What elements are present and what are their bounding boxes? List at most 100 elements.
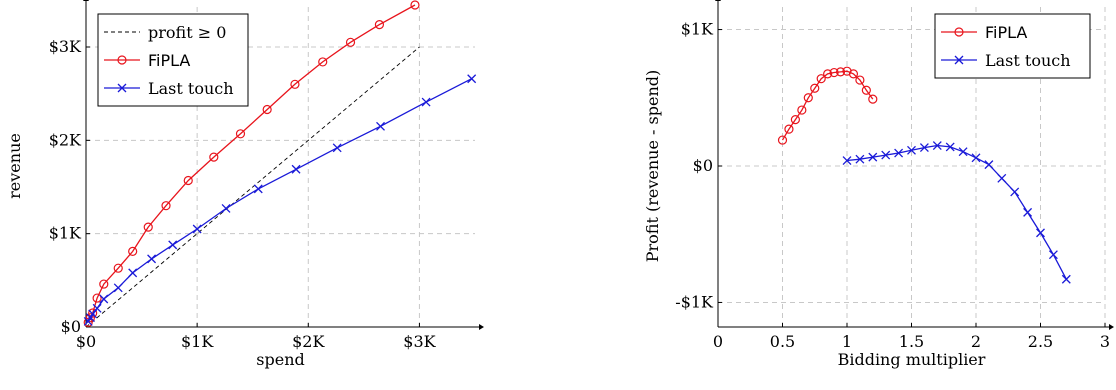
x-axis-arrow bbox=[479, 324, 484, 330]
data-point bbox=[235, 129, 246, 139]
data-point bbox=[291, 164, 301, 174]
data-point bbox=[1023, 207, 1033, 217]
data-point bbox=[835, 67, 846, 77]
series-line bbox=[781, 70, 874, 141]
data-point bbox=[881, 150, 891, 160]
data-point bbox=[376, 121, 385, 131]
data-point bbox=[1036, 228, 1045, 238]
y-tick-label: $0 bbox=[61, 317, 81, 336]
x-tick-label: 0 bbox=[713, 332, 723, 351]
data-point bbox=[1061, 274, 1071, 284]
y-axis-label: Profit (revenue - spend) bbox=[643, 70, 662, 262]
legend-label: FiPLA bbox=[985, 23, 1027, 42]
data-point bbox=[221, 204, 231, 213]
data-point bbox=[421, 97, 431, 107]
data-point bbox=[784, 124, 794, 134]
data-point bbox=[253, 184, 263, 194]
x-tick-label: 3 bbox=[1100, 332, 1110, 351]
data-point bbox=[777, 135, 788, 145]
x-tick-label: 1 bbox=[842, 332, 852, 351]
data-point bbox=[113, 263, 123, 273]
data-point bbox=[797, 105, 807, 115]
series-line bbox=[846, 144, 1067, 280]
legend: profit ≥ 0 FiPLA Last touch bbox=[97, 13, 249, 107]
grid bbox=[718, 5, 1106, 327]
legend-label: Last touch bbox=[148, 79, 234, 98]
data-point bbox=[147, 254, 157, 264]
data-point bbox=[374, 20, 385, 30]
data-point bbox=[262, 104, 272, 115]
data-point bbox=[1010, 187, 1020, 197]
data-point bbox=[318, 57, 328, 67]
data-point bbox=[168, 240, 178, 250]
data-point bbox=[92, 303, 102, 313]
x-tick-label: 2.5 bbox=[1028, 332, 1053, 351]
data-point bbox=[88, 308, 98, 318]
x-tick-label: 1.5 bbox=[899, 332, 924, 351]
data-point bbox=[128, 268, 138, 278]
y-tick-label: $0 bbox=[693, 156, 713, 175]
data-point bbox=[209, 152, 219, 162]
y-axis-label: revenue bbox=[5, 133, 24, 199]
data-point bbox=[997, 173, 1007, 183]
series-fipla bbox=[777, 66, 878, 145]
x-tick-label: $0 bbox=[76, 332, 96, 351]
legend-box bbox=[934, 13, 1091, 79]
series-fipla bbox=[83, 0, 420, 327]
data-point bbox=[99, 279, 109, 289]
data-point bbox=[861, 85, 871, 95]
profit-vs-multiplier-chart: 0 0.5 1 1.5 2 2.5 3 -$1K $0 $1K Bidding multiplier… bbox=[643, 0, 1114, 369]
data-point bbox=[85, 313, 96, 323]
legend-marker bbox=[954, 55, 964, 65]
data-point bbox=[919, 143, 929, 153]
data-point bbox=[803, 93, 813, 103]
data-point bbox=[1048, 250, 1058, 260]
series-last-touch bbox=[842, 141, 1071, 284]
data-point bbox=[183, 175, 193, 186]
data-point bbox=[332, 143, 342, 153]
series-profit-0 bbox=[85, 46, 420, 328]
series-line bbox=[87, 4, 416, 323]
y-tick-label: $3K bbox=[49, 37, 82, 56]
y-axis-arrow bbox=[83, 0, 89, 1]
data-point bbox=[945, 142, 955, 152]
legend-marker bbox=[117, 83, 127, 93]
data-point bbox=[345, 37, 356, 47]
data-point bbox=[894, 148, 904, 158]
legend-label: Last touch bbox=[985, 51, 1071, 70]
series-line bbox=[85, 46, 420, 328]
data-point bbox=[790, 115, 800, 125]
legend-label: FiPLA bbox=[148, 51, 190, 70]
data-point bbox=[868, 152, 878, 162]
x-axis-label: Bidding multiplier bbox=[838, 350, 986, 369]
data-point bbox=[467, 74, 477, 84]
x-tick-label: $1K bbox=[181, 332, 214, 351]
data-point bbox=[410, 0, 420, 10]
data-point bbox=[932, 141, 942, 150]
revenue-vs-spend-chart: $0 $1K $2K $3K $0 $1K $2K $3K spend revenue profit… bbox=[5, 0, 484, 369]
legend-marker bbox=[117, 55, 127, 65]
data-point bbox=[810, 83, 820, 93]
y-axis-arrow bbox=[715, 0, 721, 1]
data-point bbox=[192, 224, 202, 234]
data-point bbox=[143, 222, 153, 232]
legend-label: profit ≥ 0 bbox=[148, 23, 226, 42]
data-point bbox=[868, 94, 878, 104]
x-tick-label: $2K bbox=[292, 332, 325, 351]
y-tick-label: $1K bbox=[49, 224, 82, 243]
data-point bbox=[161, 201, 171, 211]
x-tick-label: 2 bbox=[971, 332, 981, 351]
data-point bbox=[88, 309, 98, 319]
data-point bbox=[290, 79, 300, 89]
x-tick-label: $3K bbox=[403, 332, 436, 351]
data-point bbox=[816, 74, 826, 84]
data-point bbox=[848, 69, 859, 79]
x-axis-label: spend bbox=[256, 350, 304, 369]
y-tick-label: -$1K bbox=[675, 292, 714, 311]
data-point bbox=[823, 69, 833, 79]
y-tick-label: $1K bbox=[681, 20, 714, 39]
data-point bbox=[829, 67, 839, 78]
data-point bbox=[92, 293, 102, 303]
series-line bbox=[87, 78, 472, 322]
